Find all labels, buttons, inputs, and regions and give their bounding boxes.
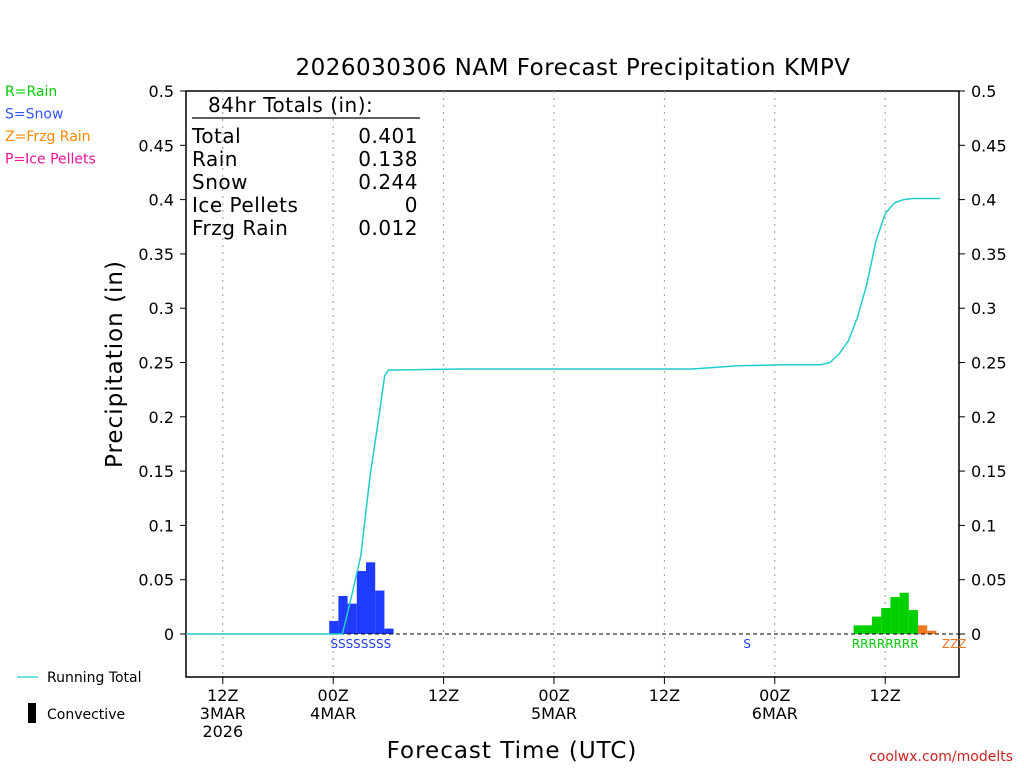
x-axis-title: Forecast Time (UTC)	[387, 738, 638, 764]
x-tick-label: 00Z	[538, 686, 569, 705]
plot-frame	[185, 90, 960, 678]
x-tick-label: 12Z	[207, 686, 238, 705]
x-tick-label: 12Z	[649, 686, 680, 705]
precip-bar-snow	[384, 628, 394, 634]
y-tick-label-right: 0.3	[971, 299, 996, 318]
y-tick-label-left: 0.05	[138, 571, 174, 590]
credit-text: coolwx.com/modelts	[869, 749, 1013, 765]
precip-bar-snow	[329, 620, 339, 634]
precip-bar-frzg	[918, 625, 928, 634]
precip-bar-snow	[338, 595, 348, 634]
running-total-label: Running Total	[47, 670, 142, 686]
x-tick-label: 00Z	[318, 686, 349, 705]
legend-item: P=Ice Pellets	[5, 152, 96, 168]
y-axis-left: 0 0.05 0.1 0.15 0.2 0.25 0.3 0.35 0.4 0.45 0.5	[138, 82, 186, 644]
totals-row-value: 0.138	[358, 147, 418, 171]
totals-row-name: Rain	[192, 147, 238, 171]
totals-row-value: 0.244	[358, 170, 418, 194]
precip-bar-rain	[853, 625, 863, 634]
totals-row-name: Snow	[192, 170, 248, 194]
precip-bars	[329, 562, 937, 634]
ptype-marker-snow: SSSSSSSS	[330, 637, 391, 651]
precip-bar-rain	[881, 607, 891, 634]
x-tick-label: 4MAR	[310, 704, 356, 723]
y-tick-label-right: 0.5	[971, 82, 996, 101]
totals-row-name: Ice Pellets	[192, 193, 298, 217]
legend-item: S=Snow	[5, 107, 63, 123]
legend-item: Z=Frzg Rain	[5, 129, 91, 145]
precip-bar-snow	[375, 590, 385, 634]
y-axis-right: 0 0.05 0.1 0.15 0.2 0.25 0.3 0.35 0.4 0.45 0.5	[959, 82, 1007, 644]
precip-bar-rain	[899, 592, 909, 634]
x-tick-label: 12Z	[428, 686, 459, 705]
y-tick-label-left: 0.35	[138, 245, 174, 264]
precip-bar-snow	[356, 571, 366, 634]
totals-heading: 84hr Totals (in):	[208, 93, 373, 117]
y-tick-label-left: 0.5	[149, 82, 174, 101]
y-axis-title: Precipitation (in)	[102, 260, 128, 468]
precip-type-markers: SSSSSSSS S RRRRRRRR ZZZ	[330, 637, 966, 651]
x-tick-label: 00Z	[759, 686, 790, 705]
y-tick-label-right: 0.25	[971, 354, 1007, 373]
y-tick-label-right: 0.15	[971, 462, 1007, 481]
x-tick-label: 6MAR	[752, 704, 798, 723]
totals-row-value: 0.012	[358, 216, 418, 240]
convective-swatch	[28, 703, 36, 723]
totals-row-name: Total	[191, 124, 241, 148]
y-tick-label-left: 0.15	[138, 462, 174, 481]
series-legend: Running Total Convective	[17, 670, 142, 723]
x-tick-label: 3MAR	[200, 704, 246, 723]
y-tick-label-left: 0.25	[138, 354, 174, 373]
precip-bar-rain	[908, 610, 918, 634]
precip-bar-rain	[872, 616, 882, 634]
precip-bar-rain	[862, 625, 872, 634]
x-tick-label: 5MAR	[531, 704, 577, 723]
convective-label: Convective	[47, 707, 125, 723]
y-tick-label-right: 0	[971, 625, 981, 644]
y-tick-label-right: 0.35	[971, 245, 1007, 264]
y-tick-label-left: 0.4	[149, 191, 174, 210]
totals-row-value: 0	[405, 193, 418, 217]
precip-type-legend: R=Rain S=Snow Z=Frzg Rain P=Ice Pellets	[5, 84, 96, 168]
y-tick-label-right: 0.4	[971, 191, 996, 210]
totals-row-value: 0.401	[358, 124, 418, 148]
y-tick-label-right: 0.45	[971, 136, 1007, 155]
chart-title: 2026030306 NAM Forecast Precipitation KM…	[296, 55, 851, 81]
precip-bar-rain	[890, 597, 900, 634]
x-tick-label: 12Z	[870, 686, 901, 705]
y-tick-label-left: 0.45	[138, 136, 174, 155]
legend-item: R=Rain	[5, 84, 57, 100]
y-tick-label-right: 0.05	[971, 571, 1007, 590]
y-tick-label-right: 0.1	[971, 516, 996, 535]
precip-bar-frzg	[927, 630, 937, 634]
ptype-marker-snow: S	[743, 637, 751, 651]
y-tick-label-left: 0.2	[149, 408, 174, 427]
running-total-line	[186, 197, 941, 635]
precip-bar-snow	[347, 603, 357, 634]
y-tick-label-right: 0.2	[971, 408, 996, 427]
ptype-marker-frzg: ZZZ	[942, 637, 967, 651]
y-tick-label-left: 0.3	[149, 299, 174, 318]
totals-box: 84hr Totals (in): Total 0.401 Rain 0.138 Sno…	[191, 93, 420, 240]
totals-rows: Total 0.401 Rain 0.138 Snow 0.244 Ice Pellets 0…	[191, 124, 418, 240]
vertical-gridlines	[222, 91, 886, 677]
totals-row-name: Frzg Rain	[192, 216, 288, 240]
x-tick-label: 2026	[202, 722, 243, 741]
y-tick-label-left: 0	[164, 625, 174, 644]
precip-bar-snow	[366, 562, 376, 634]
y-tick-label-left: 0.1	[149, 516, 174, 535]
ptype-marker-rain: RRRRRRRR	[852, 637, 919, 651]
